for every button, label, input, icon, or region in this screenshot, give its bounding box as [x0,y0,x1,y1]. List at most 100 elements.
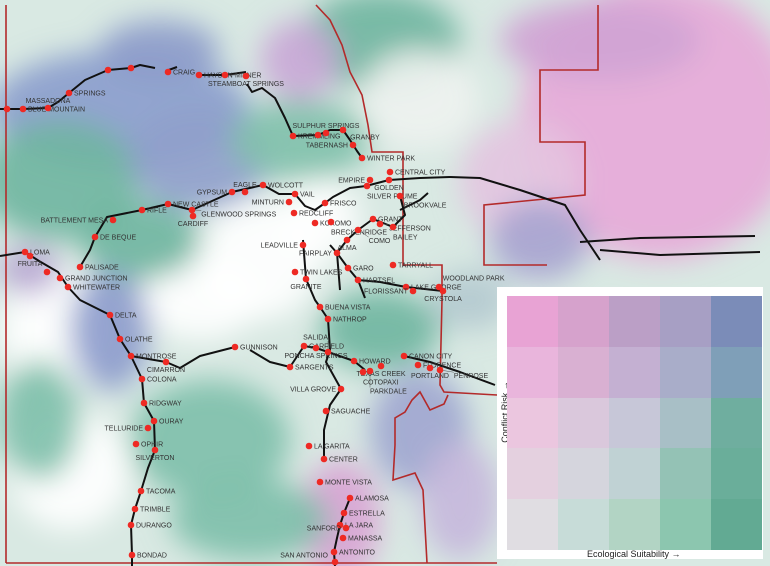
city-label: STEAMBOAT SPRINGS [208,81,284,88]
heat-patch [500,0,700,80]
region-border [394,390,449,445]
city [3,105,11,113]
city-marker [106,311,114,319]
city-label: PORTLAND [411,373,449,380]
city-label: TWIN LAKES [300,270,343,277]
city-label: TRIMBLE [140,507,171,514]
city-label: CRAIG [173,70,195,77]
city: GRANITE [290,275,322,291]
city: VILLA GROVE [290,385,345,394]
city-marker [322,129,330,137]
city-marker [436,366,444,374]
city: GOLDEN [374,176,404,192]
city-marker [366,176,374,184]
city-marker [150,417,158,425]
city-label: FRISCO [330,201,357,208]
railroad-line [449,176,601,261]
legend-cell [660,499,711,550]
city-label: GUNNISON [240,345,278,352]
city: CRYSTOLA [424,287,462,303]
city-label: SARGENTS [295,365,334,372]
city: PORTLAND [411,364,449,380]
city: OLATHE [116,335,153,344]
city-label: KOKOMO [320,221,352,228]
city-marker [19,105,27,113]
city [127,64,135,72]
city: BUENA VISTA [316,303,371,312]
city-marker [350,357,358,365]
city: JEFFERSON [376,220,431,232]
city-label: HARTSEL [363,278,395,285]
city-marker [151,446,159,454]
city-label: BROOKVALE [404,203,447,210]
city-marker [366,367,374,375]
city-marker [386,168,394,176]
heat-patch [70,270,150,390]
city: CRAIG [164,68,195,77]
city: ALAMOSA [346,494,389,503]
city: MASSADONA [26,98,71,112]
city: ALMA [338,236,357,252]
legend-cell [660,296,711,347]
city: PONCHA SPRINGS [285,344,348,360]
legend-grid [507,296,762,550]
city-marker [369,215,377,223]
city: WHITEWATER [64,283,120,292]
city-marker [64,283,72,291]
city: GRANT [369,215,403,224]
city-label: SPRINGS [74,91,106,98]
city-label: DURANGO [136,523,172,530]
city-marker [349,141,357,149]
legend-cell [609,397,660,449]
city-label: BATTLEMENT MESA [41,218,109,225]
city-label: SULPHUR SPRINGS [293,123,360,130]
city: GARFIELD [300,342,344,351]
city-label: GRANITE [290,284,321,291]
railroad-line [336,252,341,291]
legend-cell [507,397,558,449]
legend-cell [609,296,660,347]
railroad-line [130,346,236,369]
city-marker [414,361,422,369]
city-label: WOLCOTT [268,183,304,190]
city: PARKDALE [366,367,407,396]
city: TWIN LAKES [291,268,343,277]
city-marker [316,303,324,311]
city-label: BLUE MOUNTAIN [28,107,85,114]
city: GRAND JUNCTION [56,274,128,283]
city: BONDAD [128,551,167,560]
heat-patch [100,20,220,80]
city-marker [127,352,135,360]
city-label: PONCHA SPRINGS [285,353,348,360]
city-marker [291,268,299,276]
city-marker [259,181,267,189]
city-marker [389,261,397,269]
city-marker [409,287,417,295]
railroad-line [579,235,756,243]
city-marker [358,154,366,162]
city-marker [65,89,73,97]
legend-cell [507,346,558,398]
city-label: LOMA [30,250,50,257]
city-marker [320,455,328,463]
city-marker [231,343,239,351]
legend-cell [558,296,609,347]
city: SAGUACHE [322,407,371,416]
city-label: PENROSE [454,373,489,380]
city-marker [324,315,332,323]
city: OURAY [150,417,184,426]
city-label: TARRYALL [398,263,433,270]
city: SILVERTON [136,446,174,462]
city: FRISCO [321,199,357,208]
city-label: SALIDA [303,335,328,342]
city-label: SAN ANTONIO [280,552,328,559]
city: COMO [354,226,391,245]
city: DURANGO [127,521,172,530]
city: SULPHUR SPRINGS [293,123,360,137]
city: GARO [344,264,374,273]
city-marker [195,71,203,79]
city: CENTER [320,455,358,464]
